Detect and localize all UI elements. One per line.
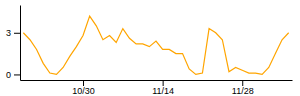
x-tick-mark — [242, 80, 243, 86]
x-tick: 11/14 — [152, 80, 174, 96]
plot: 10/3011/1411/2803 — [6, 6, 293, 96]
y-axis: 03 — [6, 6, 21, 81]
y-axis-line — [20, 6, 21, 81]
y-tick-mark — [14, 33, 20, 34]
x-tick-label: 10/30 — [72, 86, 95, 96]
marks — [23, 16, 288, 74]
line — [23, 16, 288, 74]
y-tick-label: 3 — [6, 28, 11, 38]
x-axis-line — [21, 80, 293, 81]
x-axis: 10/30 11/14 11/28 — [21, 80, 293, 96]
x-tick-mark — [83, 80, 84, 86]
x-tick-label: 11/28 — [232, 86, 254, 96]
y-tick-label: 0 — [6, 70, 11, 80]
y-tick-mark — [14, 74, 20, 75]
y-tick: 0 — [6, 70, 20, 80]
chart: 10/3011/1411/2803 — [0, 0, 300, 96]
x-tick: 11/28 — [232, 80, 254, 96]
x-tick-label: 11/14 — [152, 86, 174, 96]
x-tick: 10/30 — [72, 80, 95, 96]
y-tick: 3 — [6, 28, 20, 38]
x-tick-mark — [163, 80, 164, 86]
